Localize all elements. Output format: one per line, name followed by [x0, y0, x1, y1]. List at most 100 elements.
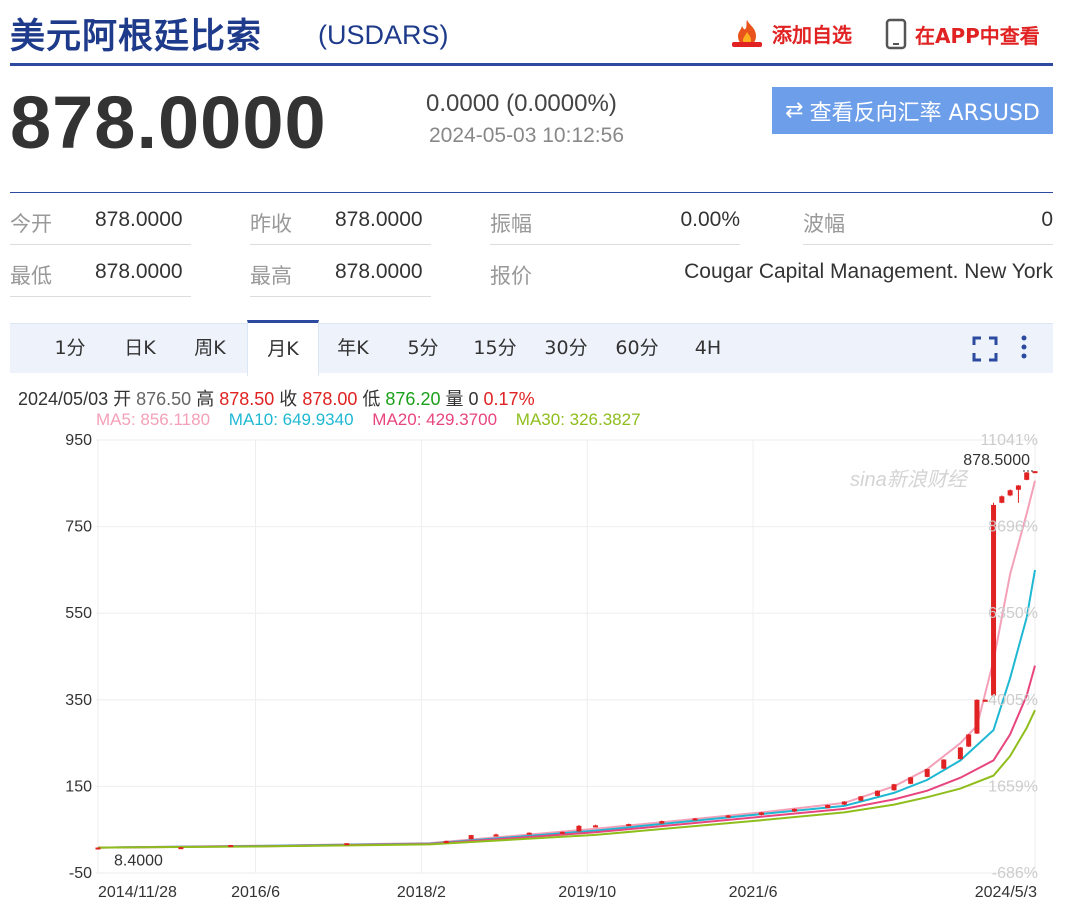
candle-body — [982, 699, 988, 702]
ohlc-high: 878.50 — [219, 389, 275, 409]
period-tab-bar: 1分 日K 周K 月K 年K 5分 15分 30分 60分 4H — [10, 320, 1053, 376]
chart-grid — [96, 439, 1037, 874]
view-in-app-button[interactable]: 在APP中查看 — [885, 18, 1040, 50]
x-tick-label: 2016/6 — [231, 884, 280, 901]
ma20-line — [97, 665, 1036, 849]
tab-4h[interactable]: 4H — [694, 337, 722, 359]
ohlc-volume-label: 量 — [445, 389, 464, 409]
ohlc-low-label: 低 — [362, 389, 381, 409]
tab-yearly[interactable]: 年K — [337, 337, 369, 359]
y-tick-label: -50 — [69, 865, 92, 882]
tab-weekly[interactable]: 周K — [194, 337, 226, 359]
candle-body — [626, 824, 632, 827]
tab-15min[interactable]: 15分 — [473, 337, 517, 359]
stat-divider — [10, 296, 191, 297]
stat-divider — [250, 244, 431, 245]
wave-value: 0 — [1041, 208, 1053, 231]
candles — [95, 470, 1038, 850]
ohlc-close: 878.00 — [302, 389, 358, 409]
more-options-icon[interactable] — [1018, 334, 1030, 362]
add-favorite-button[interactable]: 添加自选 — [730, 18, 852, 48]
wave-label: 波幅 — [803, 212, 845, 236]
tab-daily[interactable]: 日K — [124, 337, 156, 359]
candle-body — [999, 496, 1005, 503]
low-value: 878.0000 — [95, 260, 183, 283]
candle-body — [659, 821, 665, 824]
tab-60min[interactable]: 60分 — [615, 337, 659, 359]
candle-body — [825, 805, 831, 809]
candle-body — [1024, 472, 1030, 480]
ohlc-open-label: 开 — [113, 389, 132, 409]
fullscreen-icon[interactable] — [972, 336, 998, 362]
y-tick-label: 150 — [65, 778, 92, 795]
pct-tick-label: 1659% — [988, 778, 1038, 795]
quote-divider — [10, 192, 1053, 193]
ma30-line — [97, 709, 1036, 849]
x-tick-label: 2014/11/28 — [98, 884, 177, 901]
candlestick-chart[interactable]: sina新浪财经 950 11041% 750 8696% 550 6350% 350 400… — [0, 430, 1080, 906]
symbol-code: (USDARS) — [318, 20, 449, 50]
ma20-legend: MA20: 429.3700 — [372, 410, 498, 429]
ma10-legend: MA10: 649.9340 — [228, 410, 354, 429]
stat-divider — [10, 244, 191, 245]
ma-lines — [97, 480, 1036, 849]
watermark-text: sina新浪财经 — [850, 469, 969, 491]
candle-body — [974, 699, 980, 734]
candle-body — [1007, 490, 1013, 496]
fire-icon — [732, 20, 762, 47]
ohlc-info: 2024/05/03 开 876.50 高 878.50 收 878.00 低 … — [18, 385, 535, 411]
prev-close-label: 昨收 — [250, 212, 292, 236]
candle-body — [991, 504, 997, 696]
candle-body — [725, 815, 731, 818]
min-label: 8.4000 — [114, 853, 163, 870]
ma5-legend: MA5: 856.1180 — [96, 410, 211, 429]
price-change: 0.0000 (0.0000%) — [426, 90, 617, 117]
tab-30min[interactable]: 30分 — [544, 337, 588, 359]
candle-body — [1015, 485, 1021, 490]
stat-divider — [490, 244, 740, 245]
candle-body — [924, 769, 930, 777]
candle-body — [344, 843, 350, 846]
page-title: 美元阿根廷比索 — [10, 17, 263, 57]
header-divider — [10, 63, 1053, 66]
high-value: 878.0000 — [335, 260, 423, 283]
ohlc-volume: 0 — [468, 389, 479, 409]
pct-tick-label: -686% — [992, 865, 1038, 882]
tab-5min[interactable]: 5分 — [407, 337, 439, 359]
candle-body — [593, 825, 599, 828]
amplitude-label: 振幅 — [490, 212, 532, 236]
candle-body — [468, 835, 474, 840]
y-tick-label: 550 — [65, 605, 92, 622]
pct-tick-label: 6350% — [988, 605, 1038, 622]
candle-body — [692, 818, 698, 821]
pct-tick-label: 4005% — [988, 692, 1038, 709]
ohlc-open: 876.50 — [136, 389, 192, 409]
candle-body — [493, 834, 499, 837]
x-tick-label: 2024/5/3 — [975, 884, 1037, 901]
stat-divider — [250, 296, 431, 297]
candle-body — [443, 840, 449, 844]
pct-tick-label: 8696% — [988, 519, 1038, 536]
y-tick-label: 350 — [65, 692, 92, 709]
candle-body — [559, 831, 565, 834]
reverse-rate-button[interactable]: ⇄ 查看反向汇率 ARSUSD — [772, 87, 1053, 134]
ma-legend: MA5: 856.1180 MA10: 649.9340 MA20: 429.3… — [96, 410, 655, 430]
candle-body — [526, 832, 532, 835]
amplitude-value: 0.00% — [680, 208, 740, 231]
prev-close-value: 878.0000 — [335, 208, 423, 231]
candle-body — [792, 808, 798, 812]
ohlc-date: 2024/05/03 — [18, 389, 109, 409]
candle-body — [966, 734, 972, 747]
max-label: 878.5000 — [963, 452, 1030, 469]
pct-tick-label: 11041% — [980, 432, 1038, 449]
candle-body — [758, 812, 764, 815]
open-value: 878.0000 — [95, 208, 183, 231]
ohlc-close-label: 收 — [279, 389, 298, 409]
quoter-label: 报价 — [490, 264, 532, 288]
tab-monthly[interactable]: 月K — [247, 320, 319, 376]
sina-watermark: sina新浪财经 — [850, 469, 969, 491]
swap-icon: ⇄ — [785, 98, 804, 123]
tab-1min[interactable]: 1分 — [54, 337, 86, 359]
reverse-rate-label: 查看反向汇率 ARSUSD — [809, 100, 1040, 126]
candle-body — [941, 759, 947, 769]
